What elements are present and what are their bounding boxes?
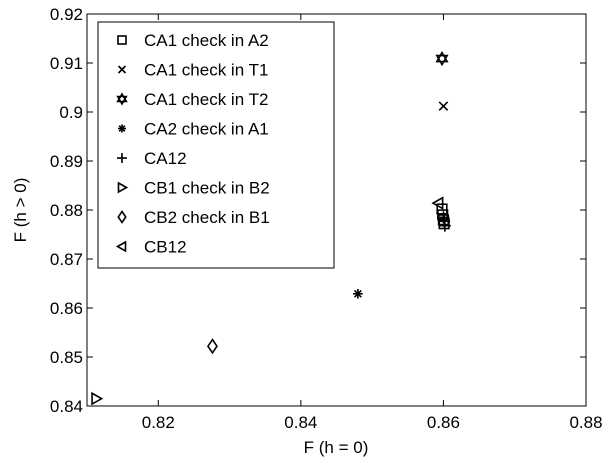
x-axis-label: F (h = 0)	[304, 438, 369, 457]
y-tick-label: 0.87	[50, 250, 83, 269]
data-point	[438, 219, 451, 232]
x-axis: 0.82 0.84 0.86 0.88	[142, 14, 603, 432]
data-point	[206, 338, 218, 355]
y-tick-label: 0.88	[50, 201, 83, 220]
legend-entry: CA12	[144, 149, 187, 168]
legend-marker	[117, 153, 127, 163]
y-tick-label: 0.92	[50, 5, 83, 24]
data-point	[435, 50, 449, 67]
y-axis: 0.84 0.85 0.86 0.87 0.88 0.89 0.9 0.91 0.92	[50, 5, 586, 416]
legend-entry: CB2 check in B1	[144, 208, 270, 227]
legend-marker	[117, 65, 127, 74]
y-tick-label: 0.85	[50, 348, 83, 367]
data-points	[91, 50, 451, 406]
legend-marker	[115, 240, 127, 253]
legend-marker	[117, 181, 129, 194]
data-point	[437, 211, 450, 224]
legend-entry: CA2 check in A1	[144, 120, 269, 139]
y-tick-label: 0.91	[50, 54, 83, 73]
legend-entry: CB1 check in B2	[144, 179, 270, 198]
y-tick-label: 0.9	[59, 103, 83, 122]
y-axis-label: F (h > 0)	[11, 178, 30, 243]
data-point	[91, 391, 104, 406]
legend-entry: CA1 check in T2	[144, 90, 268, 109]
y-tick-label: 0.86	[50, 299, 83, 318]
legend-entry: CB12	[144, 238, 187, 257]
data-point	[438, 101, 449, 111]
legend-marker	[117, 210, 127, 224]
x-tick-label: 0.86	[427, 413, 460, 432]
legend-marker	[116, 92, 128, 106]
y-tick-label: 0.89	[50, 152, 83, 171]
legend-entry: CA1 check in T1	[144, 61, 268, 80]
data-point	[431, 196, 444, 210]
data-point	[353, 288, 363, 299]
y-tick-label: 0.84	[50, 397, 83, 416]
legend-marker	[118, 124, 126, 133]
x-tick-label: 0.84	[284, 413, 317, 432]
x-tick-label: 0.82	[142, 413, 175, 432]
x-tick-label: 0.88	[569, 413, 602, 432]
legend-box	[97, 21, 335, 269]
legend: CA1 check in A2 CA1 check in T1 CA1 check …	[97, 21, 335, 269]
legend-entry: CA1 check in A2	[144, 31, 269, 50]
legend-marker	[117, 35, 127, 45]
